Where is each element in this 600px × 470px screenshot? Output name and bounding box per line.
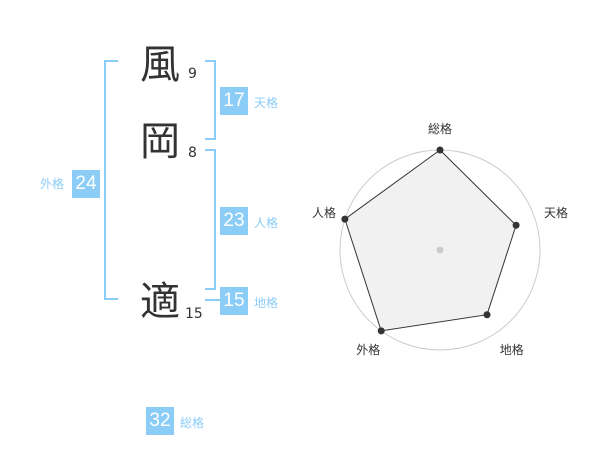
jinkaku-value: 23 — [220, 207, 248, 235]
char-2-strokes: 8 — [188, 145, 197, 161]
soukaku-value: 32 — [146, 407, 174, 435]
bracket-tick — [205, 149, 216, 151]
chikaku-line — [205, 299, 220, 301]
bracket-tick — [104, 60, 118, 62]
tenkaku-bracket — [214, 60, 216, 140]
tenkaku-label: 天格 — [254, 96, 279, 110]
radar-axis-label: 外格 — [356, 342, 381, 357]
radar-center — [436, 246, 444, 254]
radar-point — [341, 215, 349, 223]
soukaku-label: 総格 — [180, 416, 205, 430]
tenkaku-value: 17 — [220, 87, 248, 115]
radar-axis-label: 総格 — [428, 122, 453, 136]
char-1: 風 — [140, 42, 180, 88]
radar-point — [483, 311, 491, 319]
radar-point — [377, 327, 385, 335]
radar-axis-label: 人格 — [311, 206, 336, 221]
gaikaku-label: 外格 — [40, 177, 65, 191]
radar-axis-label: 天格 — [544, 206, 569, 221]
jinkaku-label: 人格 — [254, 216, 279, 230]
radar-polygon — [344, 149, 517, 332]
radar-point — [512, 221, 520, 229]
chikaku-label: 地格 — [254, 296, 279, 310]
radar-point — [436, 146, 444, 154]
bracket-tick — [205, 288, 216, 290]
gaikaku-value: 24 — [72, 170, 100, 198]
gaikaku-bracket — [104, 60, 106, 300]
char-3: 適 — [140, 279, 180, 325]
bracket-tick — [205, 138, 216, 140]
radar-axis-label: 地格 — [499, 342, 524, 357]
char-3-strokes: 15 — [185, 306, 203, 322]
chikaku-value: 15 — [220, 287, 248, 315]
bracket-tick — [104, 298, 118, 300]
char-2: 岡 — [140, 119, 180, 165]
bracket-tick — [205, 60, 216, 62]
jinkaku-bracket — [214, 149, 216, 290]
char-1-strokes: 9 — [188, 66, 197, 82]
